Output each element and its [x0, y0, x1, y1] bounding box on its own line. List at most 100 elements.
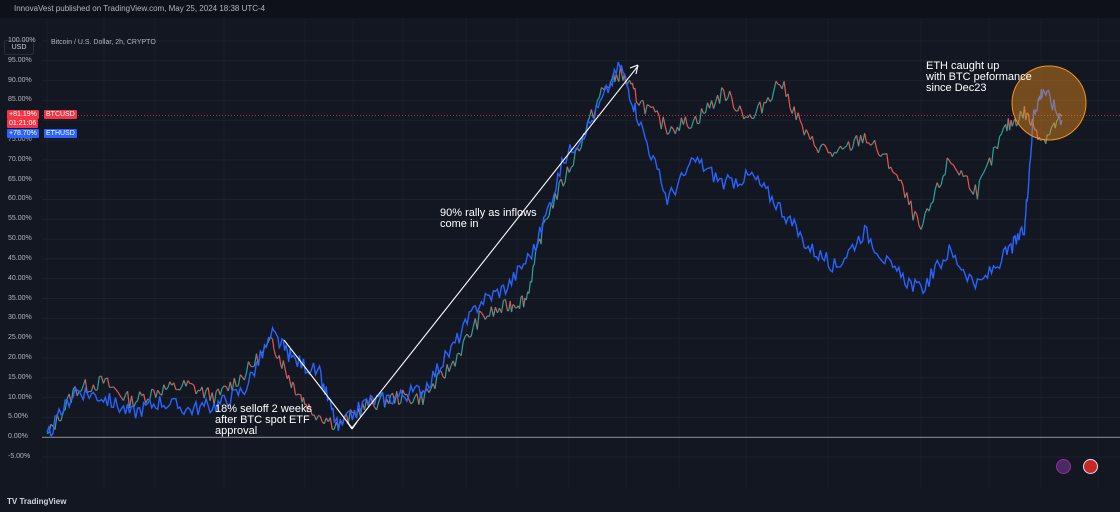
btc-segment: [874, 140, 878, 150]
btc-segment: [1046, 134, 1049, 136]
lightning-icon[interactable]: [1056, 459, 1071, 474]
btc-segment: [711, 100, 715, 109]
btc-segment: [700, 108, 705, 114]
btc-segment: [80, 385, 84, 392]
btc-segment: [1056, 118, 1059, 122]
btc-segment: [831, 152, 835, 157]
btc-segment: [948, 160, 952, 165]
btc-segment: [96, 376, 100, 391]
btc-segment: [250, 365, 253, 368]
btc-segment: [302, 397, 306, 406]
btc-segment: [1011, 121, 1015, 127]
btc-segment: [783, 81, 787, 97]
btc-segment: [886, 153, 890, 169]
btc-segment: [398, 402, 402, 406]
currency-button[interactable]: USD: [4, 40, 34, 55]
y-tick-label: 95.00%: [8, 56, 32, 64]
btc-segment: [795, 112, 799, 120]
btc-symbol-tag: BTCUSD: [44, 110, 77, 119]
btc-segment: [598, 87, 603, 98]
btc-segment: [755, 105, 759, 114]
btc-segment: [460, 341, 464, 356]
y-tick-label: 10.00%: [8, 393, 32, 401]
btc-segment: [466, 333, 470, 338]
btc-segment: [1019, 110, 1023, 114]
chart-area[interactable]: 18% selloff 2 weeks after BTC spot ETF app…: [0, 18, 1120, 503]
btc-segment: [243, 373, 247, 381]
btc-segment: [813, 145, 817, 149]
us-flag-icon[interactable]: [1083, 459, 1098, 474]
btc-segment: [631, 82, 635, 90]
btc-segment: [684, 116, 689, 127]
btc-segment: [315, 415, 319, 421]
btc-segment: [564, 166, 568, 182]
arrow-head: [351, 421, 358, 430]
btc-segment: [195, 389, 199, 395]
btc-segment: [835, 148, 839, 154]
btc-segment: [568, 166, 572, 173]
btc-segment: [1023, 105, 1027, 121]
btc-segment: [934, 182, 938, 190]
btc-segment: [446, 364, 450, 372]
y-tick-label: 90.00%: [8, 76, 32, 84]
btc-segment: [106, 377, 111, 388]
btc-segment: [1027, 113, 1031, 124]
btc-segment: [462, 336, 466, 342]
btc-segment: [635, 101, 639, 104]
y-axis[interactable]: 100.00%95.00%90.00%85.00%80.00%75.00%70.…: [0, 18, 42, 494]
btc-segment: [570, 165, 574, 168]
btc-segment: [544, 218, 548, 221]
btc-segment: [191, 383, 195, 386]
btc-segment: [271, 339, 275, 349]
btc-segment: [741, 111, 745, 120]
btc-segment: [817, 146, 821, 154]
btc-segment: [1054, 120, 1058, 129]
btc-segment: [349, 409, 353, 413]
btc-segment: [721, 87, 725, 91]
btc-segment: [936, 182, 940, 188]
btc-segment: [363, 399, 368, 411]
y-tick-label: 60.00%: [8, 195, 32, 203]
btc-segment: [765, 97, 769, 104]
btc-segment: [704, 102, 709, 113]
btc-segment: [252, 365, 255, 368]
btc-segment: [686, 125, 690, 129]
btc-segment: [727, 90, 731, 99]
btc-segment: [825, 147, 829, 154]
btc-segment: [862, 133, 866, 144]
btc-segment: [674, 126, 678, 134]
btc-segment: [844, 145, 847, 149]
btc-segment: [203, 389, 207, 399]
btc-segment: [723, 90, 727, 101]
btc-segment: [306, 403, 310, 413]
btc-segment: [318, 414, 321, 417]
btc-segment: [296, 393, 299, 396]
btc-segment: [703, 112, 706, 114]
btc-segment: [666, 132, 670, 135]
btc-segment: [787, 93, 791, 109]
btc-segment: [690, 120, 695, 128]
btc-segment: [488, 306, 492, 317]
btc-segment: [531, 266, 534, 283]
btc-segment: [648, 105, 652, 109]
btc-segment: [293, 385, 296, 395]
btc-segment: [183, 380, 187, 387]
btc-segment: [513, 305, 517, 309]
btc-segment: [500, 300, 505, 313]
btc-segment: [978, 176, 982, 181]
btc-segment: [842, 147, 845, 150]
btc-segment: [480, 312, 484, 316]
btc-segment: [284, 366, 287, 374]
btc-segment: [484, 315, 488, 320]
btc-segment: [855, 135, 860, 147]
btc-segment: [167, 381, 171, 388]
btc-segment: [510, 304, 514, 313]
btc-segment: [416, 393, 420, 405]
btc-segment: [273, 348, 276, 355]
btc-segment: [916, 214, 920, 226]
tradingview-logo: TV TradingView: [7, 497, 67, 506]
btc-segment: [143, 393, 147, 404]
btc-segment: [523, 297, 526, 308]
btc-segment: [708, 100, 713, 109]
